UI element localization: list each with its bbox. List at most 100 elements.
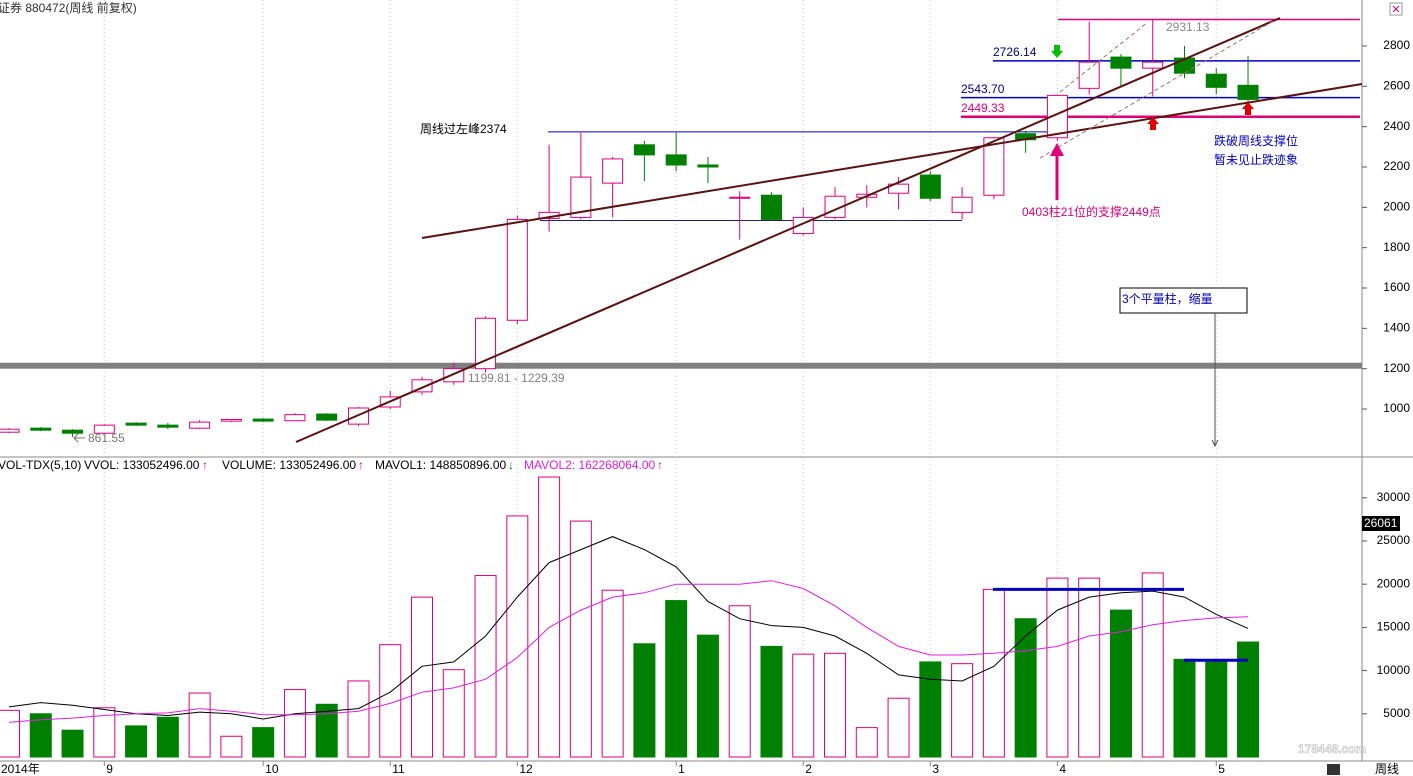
legend-entry: MAVOL1: 148850896.00 xyxy=(375,458,507,472)
legend-arrow: ↑ xyxy=(657,458,663,472)
candle-body xyxy=(125,422,147,426)
volume-bar xyxy=(538,476,561,758)
trend-line xyxy=(295,17,1281,443)
up-marker xyxy=(1242,102,1254,115)
candle-body xyxy=(220,419,242,422)
annotation: 跌破周线支撑位 xyxy=(1214,133,1298,148)
volume-bar xyxy=(951,663,974,758)
candle-body xyxy=(919,174,941,199)
candle-body xyxy=(30,427,52,431)
x-tick-label: 2014年 xyxy=(1,762,40,776)
annotation-box xyxy=(1119,287,1248,314)
volume-bar xyxy=(569,520,592,758)
volume-bar xyxy=(1014,618,1037,758)
annotation: 3个平量柱，缩量 xyxy=(1122,291,1213,306)
candle-body xyxy=(284,414,306,422)
y-tick-label: 30000 xyxy=(1377,490,1411,504)
y-tick-label: 15000 xyxy=(1377,620,1411,634)
x-tick-label: 5 xyxy=(1218,762,1225,776)
candle-body xyxy=(252,418,274,422)
x-tick-label: 12 xyxy=(519,762,533,776)
y-tick-label: 2600 xyxy=(1383,78,1410,92)
y-tick-label: 10000 xyxy=(1377,663,1411,677)
volume-bar xyxy=(93,707,116,758)
readout-arrow: ↑ xyxy=(358,458,364,472)
candle-body xyxy=(888,183,910,194)
cursor-box xyxy=(1362,516,1400,531)
volume-bar xyxy=(601,589,624,758)
y-tick-label: 20000 xyxy=(1377,576,1411,590)
candle-body xyxy=(665,154,687,166)
trend-line xyxy=(421,83,1363,239)
volume-bar xyxy=(1046,577,1069,758)
annotation: 暂未见止跌迹象 xyxy=(1214,152,1298,167)
candle-body xyxy=(729,196,751,199)
level-label: 2726.14 xyxy=(993,45,1037,59)
close-icon-x xyxy=(1392,5,1400,13)
candle-body xyxy=(1173,57,1195,74)
volume-bar xyxy=(61,729,84,758)
candle-body xyxy=(189,421,211,429)
candle-body xyxy=(506,218,528,321)
candle-body xyxy=(1237,84,1259,100)
candle-body xyxy=(602,158,624,184)
candle-body xyxy=(62,429,84,434)
low-label: 861.55 xyxy=(88,431,125,445)
chart-title: 证券 880472(周线 前复权) xyxy=(0,0,137,15)
volume-bar xyxy=(474,575,497,758)
candle-body xyxy=(316,413,338,421)
candle-body xyxy=(1142,61,1164,69)
volume-bar xyxy=(347,680,370,758)
volume-bar xyxy=(982,588,1005,758)
volume-bar xyxy=(379,644,402,758)
y-tick-label: 5000 xyxy=(1383,706,1410,720)
x-tick-label: 9 xyxy=(106,762,113,776)
y-tick-label: 25000 xyxy=(1377,533,1411,547)
candle-body xyxy=(1078,61,1100,89)
volume-bar xyxy=(188,692,211,758)
volume-bar xyxy=(824,652,847,758)
x-tick-label: 4 xyxy=(1059,762,1066,776)
high-label: 2931.13 xyxy=(1166,20,1210,34)
volume-bar xyxy=(633,643,656,758)
x-tick-label: 2 xyxy=(805,762,812,776)
ma-line xyxy=(8,580,1249,723)
candle-body xyxy=(1110,56,1132,69)
y-tick-label: 1000 xyxy=(1383,401,1410,415)
legend-entry: MAVOL2: 162268064.00 xyxy=(524,458,656,472)
band-label: 1199.81 - 1229.39 xyxy=(468,371,565,385)
volume-bar xyxy=(1078,577,1101,758)
x-tick-label: 3 xyxy=(932,762,939,776)
volume-bar xyxy=(156,716,179,758)
volume-bar xyxy=(1205,660,1228,758)
indicator-title: VOL-TDX(5,10) xyxy=(0,458,81,472)
volume-bar xyxy=(728,605,751,758)
candle-body xyxy=(760,194,782,220)
volume-bar xyxy=(919,661,942,758)
candle-body xyxy=(157,424,179,428)
candle-body xyxy=(633,144,655,156)
candle-body xyxy=(93,424,115,434)
volume-bar xyxy=(442,669,465,758)
scroll-button[interactable] xyxy=(1327,764,1340,775)
channel-line xyxy=(1059,21,1149,93)
volume-bar xyxy=(29,713,52,758)
y-tick-label: 1600 xyxy=(1383,280,1410,294)
legend-arrow: ↓ xyxy=(508,458,514,472)
candle-body xyxy=(1046,94,1068,139)
annotation: 周线过左峰2374 xyxy=(420,121,507,136)
candle-body xyxy=(1205,73,1227,88)
level-label: 2543.70 xyxy=(961,82,1005,96)
price-band xyxy=(0,362,1362,369)
volume-bar xyxy=(252,727,275,758)
candle-body xyxy=(983,137,1005,196)
y-tick-label: 1800 xyxy=(1383,240,1410,254)
cursor-label: 26061 xyxy=(1364,516,1398,530)
volume-bar xyxy=(665,600,688,758)
candle-body xyxy=(697,164,719,168)
ma-line xyxy=(8,536,1249,720)
annotation-pointer-head xyxy=(1211,439,1219,448)
volume-bar xyxy=(1109,609,1132,758)
